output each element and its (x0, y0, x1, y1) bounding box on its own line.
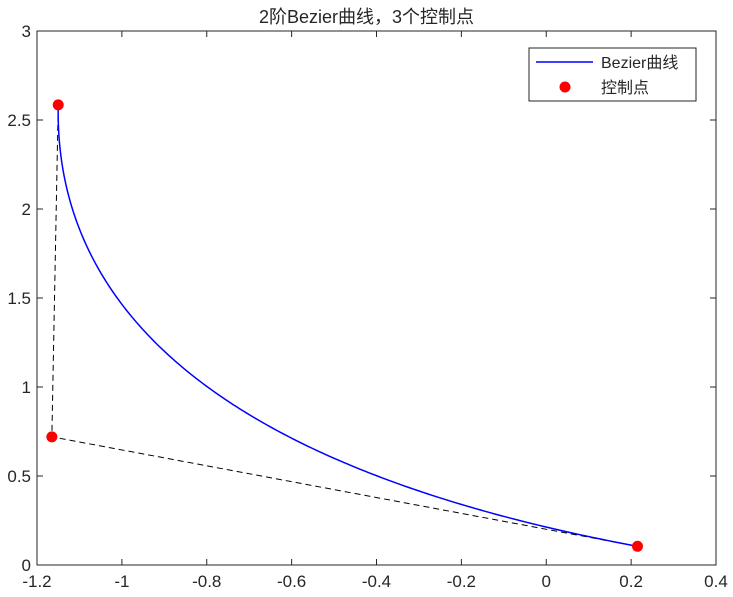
ticks-layer: -1.2 -1 -0.8 -0.6 -0.4 -0.2 0 0.2 0.4 0 0.5 1 1.5 2 2.… (7, 22, 727, 591)
x-tick-label: -0.4 (362, 572, 391, 591)
x-tick-label: -1 (114, 572, 129, 591)
plot-area (37, 31, 716, 565)
y-tick-label: 2.5 (7, 111, 31, 130)
data-layer (46, 99, 643, 552)
bezier-curve-line (57, 104, 638, 548)
x-tick-label: 0.2 (619, 572, 643, 591)
chart-title: 2阶Bezier曲线，3个控制点 (258, 7, 475, 27)
y-tick-label: 0.5 (7, 467, 31, 486)
x-tick-label: 0.4 (704, 572, 728, 591)
control-point-marker (46, 431, 58, 443)
axes-box (36, 30, 717, 566)
control-point-marker (52, 99, 64, 111)
x-tick-label: -0.2 (447, 572, 476, 591)
x-tick-label: -0.6 (277, 572, 306, 591)
control-point-marker (631, 540, 643, 552)
x-tick-label: 0 (542, 572, 551, 591)
y-tick-label: 1 (22, 378, 31, 397)
legend-label-control-points: 控制点 (601, 79, 649, 97)
y-tick-label: 2 (22, 200, 31, 219)
legend-label-bezier: Bezier曲线 (601, 54, 678, 72)
legend-swatch-control-points (559, 81, 571, 93)
y-tick-label: 1.5 (7, 289, 31, 308)
x-tick-label: -1.2 (22, 572, 51, 591)
x-tick-label: -0.8 (192, 572, 221, 591)
y-tick-label: 3 (22, 22, 31, 41)
legend-box (528, 47, 697, 102)
y-tick-label: 0 (22, 556, 31, 575)
